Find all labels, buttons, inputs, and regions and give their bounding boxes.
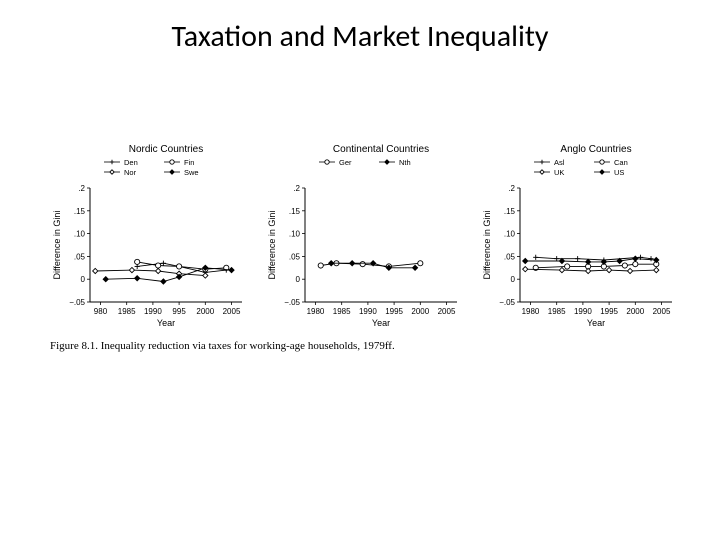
svg-text:UK: UK	[554, 168, 564, 177]
panel-anglo: Anglo Countries Asl Can UK US −.05 0 .05 .10 .15.…	[478, 140, 678, 330]
svg-text:Nor: Nor	[124, 168, 137, 177]
svg-text:1995: 1995	[385, 307, 403, 316]
svg-text:.2: .2	[508, 184, 515, 193]
svg-text:2000: 2000	[196, 307, 214, 316]
svg-text:Ger: Ger	[339, 158, 352, 167]
figure-caption: Figure 8.1. Inequality reduction via tax…	[50, 340, 395, 352]
svg-text:.05: .05	[504, 252, 516, 261]
svg-text:Year: Year	[157, 318, 175, 328]
svg-text:.15: .15	[74, 207, 86, 216]
svg-text:−.05: −.05	[499, 298, 515, 307]
svg-text:.2: .2	[293, 184, 300, 193]
svg-text:2000: 2000	[411, 307, 429, 316]
svg-text:1990: 1990	[144, 307, 162, 316]
svg-text:US: US	[614, 168, 624, 177]
svg-text:.15: .15	[504, 207, 516, 216]
svg-text:Continental Countries: Continental Countries	[333, 144, 429, 155]
svg-text:Difference in Gini: Difference in Gini	[52, 211, 62, 280]
svg-text:Asl: Asl	[554, 158, 565, 167]
svg-text:Difference in Gini: Difference in Gini	[267, 211, 277, 280]
svg-text:2005: 2005	[438, 307, 456, 316]
svg-text:1995: 1995	[600, 307, 618, 316]
svg-text:1990: 1990	[574, 307, 592, 316]
svg-text:Nth: Nth	[399, 158, 411, 167]
panel-nordic: Nordic Countries Den Fin Nor Swe −.05 0 .05 .10.…	[48, 140, 248, 330]
svg-text:995: 995	[172, 307, 186, 316]
svg-text:1985: 1985	[333, 307, 351, 316]
svg-text:Anglo Countries: Anglo Countries	[560, 144, 631, 155]
svg-text:2005: 2005	[653, 307, 671, 316]
svg-text:0: 0	[296, 275, 301, 284]
svg-text:Can: Can	[614, 158, 628, 167]
svg-text:Swe: Swe	[184, 168, 199, 177]
svg-text:.10: .10	[74, 230, 86, 239]
svg-text:Difference in Gini: Difference in Gini	[482, 211, 492, 280]
panel-continental: Continental Countries Ger Nth −.05 0 .05 .10 .1…	[263, 140, 463, 330]
svg-text:1990: 1990	[359, 307, 377, 316]
svg-text:1985: 1985	[548, 307, 566, 316]
page-title: Taxation and Market Inequality	[0, 18, 720, 55]
svg-text:0: 0	[511, 275, 516, 284]
chart-row: Nordic Countries Den Fin Nor Swe −.05 0 .05 .10.…	[48, 140, 678, 330]
svg-text:Year: Year	[372, 318, 390, 328]
svg-text:2005: 2005	[223, 307, 241, 316]
svg-text:Nordic Countries: Nordic Countries	[129, 144, 203, 155]
svg-text:1985: 1985	[118, 307, 136, 316]
svg-text:.05: .05	[74, 252, 86, 261]
svg-text:.2: .2	[78, 184, 85, 193]
svg-text:−.05: −.05	[69, 298, 85, 307]
svg-text:Fin: Fin	[184, 158, 194, 167]
svg-text:1980: 1980	[307, 307, 325, 316]
svg-text:.10: .10	[504, 230, 516, 239]
svg-text:1980: 1980	[522, 307, 540, 316]
svg-text:.15: .15	[289, 207, 301, 216]
svg-text:−.05: −.05	[284, 298, 300, 307]
slide: Taxation and Market Inequality Nordic Co…	[0, 0, 720, 540]
svg-text:0: 0	[81, 275, 86, 284]
svg-text:Year: Year	[587, 318, 605, 328]
svg-text:2000: 2000	[626, 307, 644, 316]
svg-text:.05: .05	[289, 252, 301, 261]
svg-text:Den: Den	[124, 158, 138, 167]
svg-text:.10: .10	[289, 230, 301, 239]
svg-text:980: 980	[94, 307, 108, 316]
